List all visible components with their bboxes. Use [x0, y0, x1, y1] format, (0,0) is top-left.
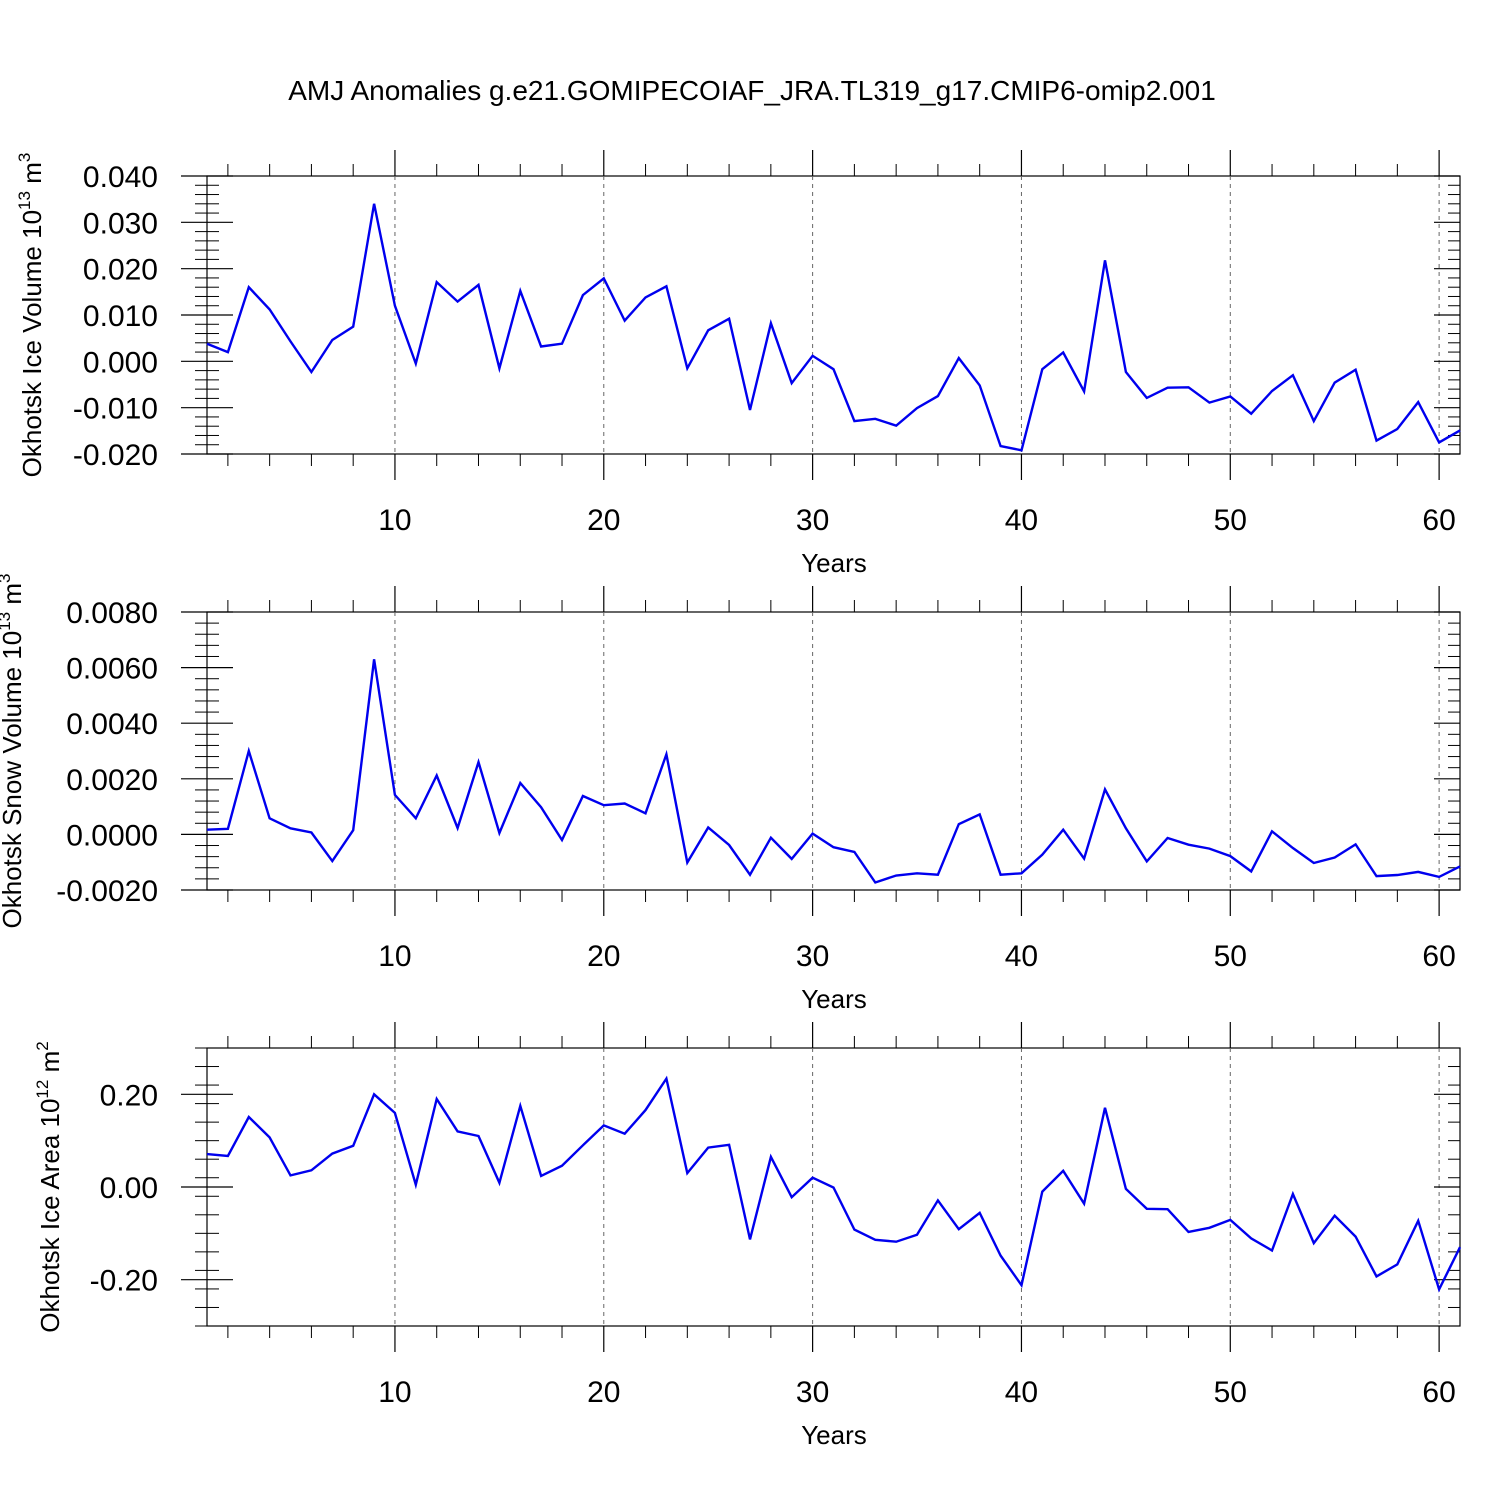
ice-area-y-tick-label: -0.20 — [90, 1265, 158, 1298]
ice-area-x-axis-label: Years — [801, 1420, 867, 1450]
ice-volume-x-tick-label: 30 — [796, 504, 829, 537]
ice-volume-gridlines — [394, 176, 1440, 454]
ice-area-x-tick-label: 40 — [1005, 1376, 1038, 1409]
snow-volume-y-tick-label: 0.0080 — [66, 597, 158, 630]
ice-volume-x-tick-label: 60 — [1422, 504, 1455, 537]
ice-volume-x-tick-label: 50 — [1214, 504, 1247, 537]
snow-volume-y-axis-label: Okhotsk Snow Volume 1013 m3 — [0, 574, 27, 929]
ice-area-gridlines — [394, 1048, 1440, 1326]
snow-volume-y-tick-label: 0.0060 — [66, 653, 158, 686]
ice-volume-x-axis: 10 20 30 40 50 60 — [227, 150, 1456, 537]
snow-volume-x-tick-label: 40 — [1005, 940, 1038, 973]
snow-volume-y-tick-label: 0.0040 — [66, 708, 158, 741]
ice-volume-x-tick-label: 40 — [1005, 504, 1038, 537]
snow-volume-x-tick-label: 20 — [587, 940, 620, 973]
ice-volume-y-tick-label: 0.020 — [83, 254, 158, 287]
ice-volume-y-axis: -0.020 -0.010 0.000 0.010 0.020 0.030 0.040 — [73, 161, 1460, 472]
snow-volume-x-tick-label: 10 — [378, 940, 411, 973]
ice-volume-panel: -0.020 -0.010 0.000 0.010 0.020 0.030 0.040 10… — [15, 150, 1461, 578]
ice-volume-x-tick-label: 20 — [587, 504, 620, 537]
snow-volume-x-axis-label: Years — [801, 984, 867, 1014]
ice-volume-y-tick-label: 0.000 — [83, 346, 158, 379]
snow-volume-series-line — [206, 659, 1461, 884]
ice-volume-y-axis-label: Okhotsk Ice Volume 1013 m3 — [15, 153, 47, 478]
snow-volume-y-tick-label: -0.0020 — [56, 875, 158, 908]
ice-volume-y-tick-label: -0.010 — [73, 393, 158, 426]
snow-volume-panel: -0.0020 0.0000 0.0020 0.0040 0.0060 0.0080 10… — [0, 574, 1461, 1014]
ice-volume-y-tick-label: 0.030 — [83, 207, 158, 240]
ice-volume-x-axis-label: Years — [801, 548, 867, 578]
chart-title: AMJ Anomalies g.e21.GOMIPECOIAF_JRA.TL31… — [288, 75, 1216, 106]
snow-volume-x-tick-label: 60 — [1422, 940, 1455, 973]
snow-volume-x-tick-label: 30 — [796, 940, 829, 973]
ice-volume-y-tick-label: 0.040 — [83, 161, 158, 194]
ice-area-series-line — [206, 1075, 1462, 1293]
snow-volume-y-axis: -0.0020 0.0000 0.0020 0.0040 0.0060 0.0080 — [56, 597, 1460, 908]
ice-area-x-tick-label: 10 — [378, 1376, 411, 1409]
ice-volume-x-tick-label: 10 — [378, 504, 411, 537]
ice-area-x-tick-label: 60 — [1422, 1376, 1455, 1409]
ice-volume-series-line — [206, 203, 1461, 452]
ice-area-y-axis-label: Okhotsk Ice Area 1012 m2 — [33, 1041, 65, 1332]
ice-area-panel: -0.20 0.00 0.20 10 20 30 40 50 60 Years Okhotsk… — [33, 1022, 1462, 1450]
ice-volume-y-tick-label: -0.020 — [73, 439, 158, 472]
snow-volume-y-tick-label: 0.0020 — [66, 764, 158, 797]
snow-volume-gridlines — [394, 612, 1440, 890]
snow-volume-x-axis: 10 20 30 40 50 60 — [227, 586, 1456, 973]
ice-area-y-axis: -0.20 0.00 0.20 — [90, 1047, 1460, 1327]
ice-area-y-tick-label: 0.20 — [100, 1079, 158, 1112]
ice-area-x-tick-label: 50 — [1214, 1376, 1247, 1409]
ice-volume-y-tick-label: 0.010 — [83, 300, 158, 333]
ice-area-x-tick-label: 20 — [587, 1376, 620, 1409]
ice-area-x-tick-label: 30 — [796, 1376, 829, 1409]
snow-volume-x-tick-label: 50 — [1214, 940, 1247, 973]
ice-area-x-axis: 10 20 30 40 50 60 — [227, 1022, 1456, 1409]
snow-volume-y-tick-label: 0.0000 — [66, 819, 158, 852]
snow-volume-plot-frame — [206, 611, 1461, 891]
ice-area-y-tick-label: 0.00 — [100, 1172, 158, 1205]
